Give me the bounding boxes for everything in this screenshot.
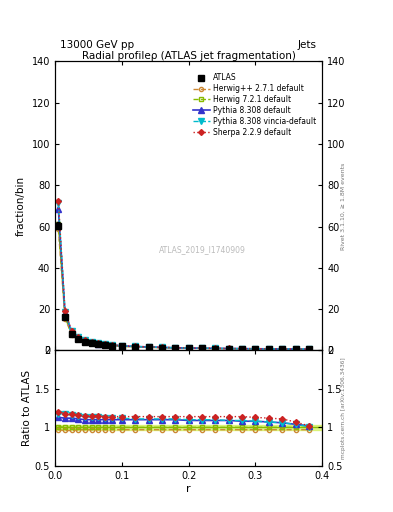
Text: Rivet 3.1.10, ≥ 1.8M events: Rivet 3.1.10, ≥ 1.8M events: [341, 162, 346, 249]
Text: mcplots.cern.ch [arXiv:1306.3436]: mcplots.cern.ch [arXiv:1306.3436]: [341, 357, 346, 459]
Text: Jets: Jets: [298, 40, 317, 50]
Y-axis label: fraction/bin: fraction/bin: [16, 176, 26, 236]
X-axis label: r: r: [186, 483, 191, 494]
Title: Radial profileρ (ATLAS jet fragmentation): Radial profileρ (ATLAS jet fragmentation…: [82, 51, 296, 60]
Text: 13000 GeV pp: 13000 GeV pp: [61, 40, 134, 50]
Y-axis label: Ratio to ATLAS: Ratio to ATLAS: [22, 370, 32, 446]
Text: ATLAS_2019_I1740909: ATLAS_2019_I1740909: [158, 245, 246, 254]
Legend: ATLAS, Herwig++ 2.7.1 default, Herwig 7.2.1 default, Pythia 8.308 default, Pythi: ATLAS, Herwig++ 2.7.1 default, Herwig 7.…: [191, 71, 318, 139]
Bar: [55, 425, 322, 430]
